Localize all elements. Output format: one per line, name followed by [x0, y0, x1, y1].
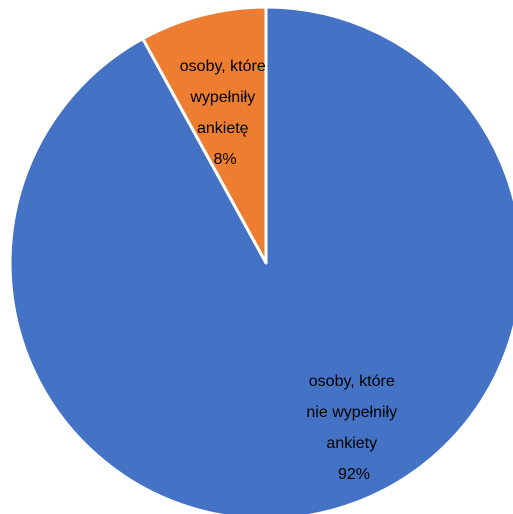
slice-percent-label: 92%: [338, 466, 370, 483]
slice-label-nie-wypelnily: osoby, które nie wypełniły ankiety 92%: [306, 373, 401, 483]
slice-label-line: osoby, które: [180, 58, 266, 75]
pie-slice-1: [8, 5, 513, 514]
slice-label-line: osoby, które: [309, 373, 395, 390]
slice-percent-label: 8%: [213, 151, 236, 168]
pie-slice-0: [141, 5, 268, 265]
pie-slices: [8, 5, 513, 514]
slice-label-line: wypełniły: [189, 89, 255, 106]
slice-label-line: ankietę: [197, 120, 249, 137]
slice-label-line: ankiety: [326, 435, 377, 452]
slice-label-wypelnily: osoby, które wypełniły ankietę 8%: [180, 58, 270, 168]
slice-label-line: nie wypełniły: [306, 404, 397, 421]
